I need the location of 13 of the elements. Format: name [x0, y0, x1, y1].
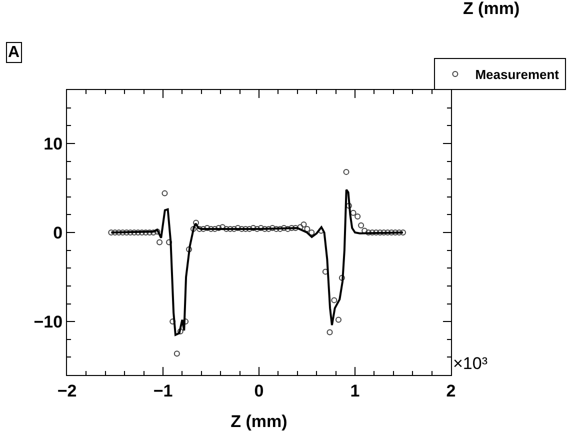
x-tick-label: 0 — [254, 381, 264, 400]
text: A — [8, 44, 20, 61]
x-tick-label: −1 — [153, 381, 173, 400]
text: ×10³ — [453, 354, 488, 373]
x-axis-title: Z (mm) — [230, 412, 288, 431]
legend-label: Measurement — [475, 67, 560, 82]
y-tick-label: 10 — [44, 134, 63, 154]
x-tick-label: 2 — [446, 381, 456, 400]
y-tick-label: 0 — [53, 223, 63, 242]
x-tick-label: −2 — [57, 381, 77, 400]
y-tick-label: −10 — [34, 312, 63, 332]
text: Z (mm) — [462, 0, 520, 18]
x-tick-label: 1 — [350, 381, 360, 400]
